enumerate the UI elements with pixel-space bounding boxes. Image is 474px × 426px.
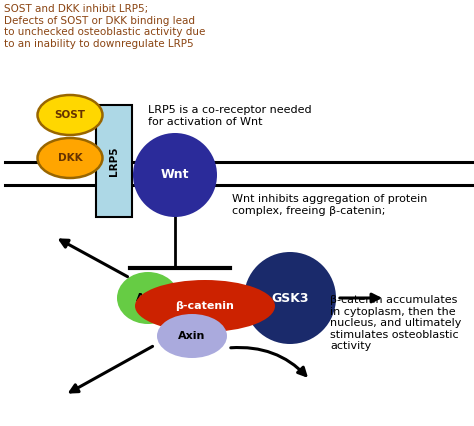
Text: β-catenin accumulates
in cytoplasm, then the
nucleus, and ultimately
stimulates : β-catenin accumulates in cytoplasm, then…	[330, 295, 461, 351]
Text: DKK: DKK	[58, 153, 82, 163]
Ellipse shape	[37, 95, 102, 135]
Circle shape	[244, 252, 336, 344]
FancyBboxPatch shape	[96, 105, 132, 217]
Ellipse shape	[37, 138, 102, 178]
Text: Axin: Axin	[178, 331, 206, 341]
Text: SOST: SOST	[55, 110, 85, 120]
Text: Wnt inhibits aggregation of protein
complex, freeing β-catenin;: Wnt inhibits aggregation of protein comp…	[232, 194, 428, 216]
Text: GSK3: GSK3	[271, 291, 309, 305]
Text: LRP5 is a co-receptor needed
for activation of Wnt: LRP5 is a co-receptor needed for activat…	[148, 105, 311, 127]
Circle shape	[133, 133, 217, 217]
Ellipse shape	[135, 280, 275, 332]
Text: SOST and DKK inhibit LRP5;
Defects of SOST or DKK binding lead
to unchecked oste: SOST and DKK inhibit LRP5; Defects of SO…	[4, 4, 205, 49]
Ellipse shape	[117, 272, 179, 324]
Ellipse shape	[157, 314, 227, 358]
Text: β-catenin: β-catenin	[175, 301, 235, 311]
Text: LRP5: LRP5	[109, 146, 119, 176]
Text: APC: APC	[136, 293, 160, 303]
Text: Wnt: Wnt	[161, 169, 189, 181]
